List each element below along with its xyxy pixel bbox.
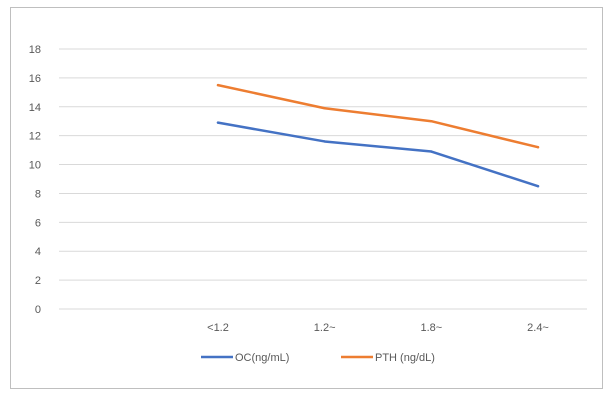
data-point — [536, 185, 540, 188]
x-tick-label: <1.2 — [207, 322, 229, 334]
data-point — [216, 83, 220, 87]
data-point — [323, 107, 326, 110]
legend: OC(ng/mL) PTH (ng/dL) — [201, 352, 435, 364]
x-tick-label: 2.4~ — [527, 322, 549, 334]
data-point — [536, 146, 540, 149]
y-tick-label: 4 — [35, 246, 41, 258]
series-line-pth — [216, 83, 540, 149]
x-tick-label: 1.8~ — [420, 322, 442, 334]
series-line-oc — [216, 121, 540, 188]
data-point — [323, 140, 326, 143]
chart-frame: 0 2 4 6 8 10 12 14 16 18 <1.2 1.2~ 1.8~ 2.4~ OC(ng/m… — [10, 7, 603, 389]
data-point — [430, 150, 433, 153]
legend-label: OC(ng/mL) — [235, 352, 289, 364]
data-point — [216, 121, 220, 124]
y-tick-label: 8 — [35, 188, 41, 200]
series-lines — [216, 83, 540, 188]
line-chart: 0 2 4 6 8 10 12 14 16 18 <1.2 1.2~ 1.8~ 2.4~ OC(ng/m… — [29, 44, 587, 364]
gridlines — [59, 48, 587, 310]
y-tick-label: 12 — [29, 131, 41, 143]
y-tick-label: 0 — [35, 304, 41, 316]
y-tick-label: 6 — [35, 217, 41, 229]
x-axis-ticks: <1.2 1.2~ 1.8~ 2.4~ — [207, 322, 549, 334]
y-tick-label: 18 — [29, 44, 41, 56]
data-point — [430, 120, 433, 123]
y-tick-label: 16 — [29, 73, 41, 85]
y-tick-label: 10 — [29, 160, 41, 172]
y-tick-label: 2 — [35, 275, 41, 287]
y-axis-ticks: 0 2 4 6 8 10 12 14 16 18 — [29, 44, 41, 316]
y-tick-label: 14 — [29, 102, 41, 114]
x-tick-label: 1.2~ — [314, 322, 336, 334]
legend-label: PTH (ng/dL) — [375, 352, 435, 364]
